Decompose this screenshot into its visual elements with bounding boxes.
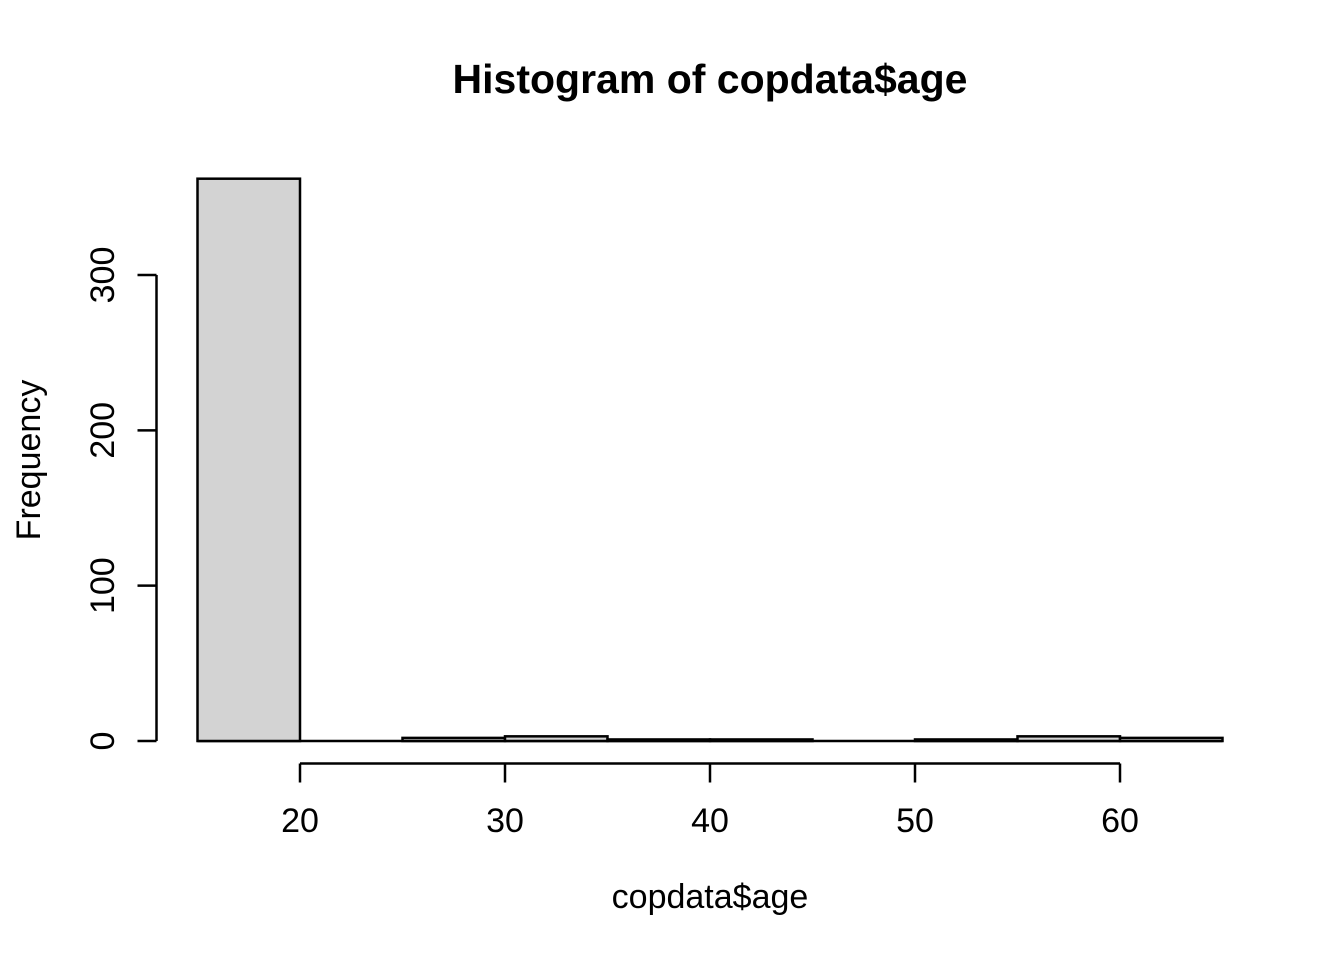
bars-layer — [196, 177, 1224, 743]
y-axis-tick-label: 0 — [84, 732, 122, 751]
y-axis-tick-label: 100 — [84, 557, 122, 614]
histogram-bar — [1118, 736, 1224, 743]
histogram-bar — [606, 738, 712, 743]
histogram-bar — [503, 735, 609, 743]
x-axis-tick-label: 60 — [1101, 802, 1139, 840]
y-axis: 0 100 200 300 — [84, 247, 158, 751]
chart-title: Histogram of copdata$age — [453, 56, 968, 102]
y-axis-label: Frequency — [10, 380, 48, 541]
x-axis-tick-label: 30 — [486, 802, 524, 840]
histogram-bar — [1016, 735, 1122, 743]
histogram-bar — [708, 738, 814, 743]
x-axis-tick-label: 40 — [691, 802, 729, 840]
y-axis-tick-label: 300 — [84, 247, 122, 304]
histogram-bar — [401, 736, 507, 743]
x-axis-label: copdata$age — [612, 878, 809, 916]
x-axis-tick-label: 50 — [896, 802, 934, 840]
y-axis-tick-label: 200 — [84, 402, 122, 459]
histogram-bar — [196, 177, 302, 743]
x-axis-tick-label: 20 — [281, 802, 319, 840]
histogram-bar — [913, 738, 1019, 743]
x-axis: 20 30 40 50 60 — [281, 762, 1139, 840]
